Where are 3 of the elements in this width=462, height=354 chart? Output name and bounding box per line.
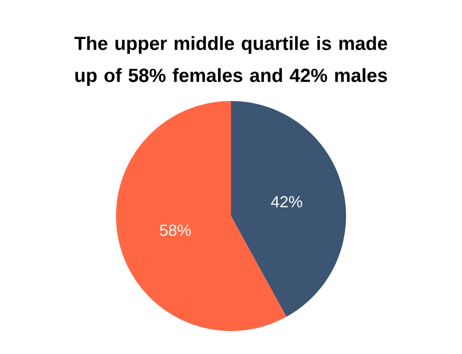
chart-title: The upper middle quartile is made up of 58% females and 42% males xyxy=(74,36,388,86)
data-label: 42% xyxy=(271,196,302,208)
data-label: 58% xyxy=(160,224,191,236)
